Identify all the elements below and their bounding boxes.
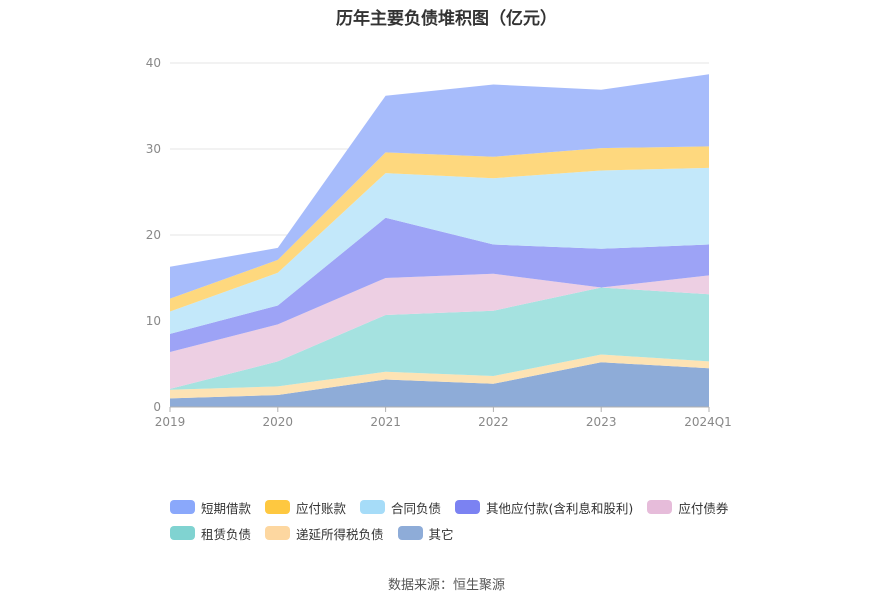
legend-swatch (360, 500, 386, 514)
area-series-2 (170, 287, 709, 390)
legend-label: 短期借款 (201, 500, 252, 516)
legend-item[interactable]: 租赁负债 (170, 524, 251, 543)
data-source: 数据来源：恒生聚源 (387, 578, 505, 593)
area-layer (170, 74, 709, 407)
x-tick-label: 2021 (370, 415, 401, 429)
x-tick-label: 2024Q1 (684, 415, 732, 429)
stacked-area-chart: 0 10 20 30 40 2019 2020 2021 2022 2023 2024Q1 (146, 56, 732, 429)
area-series-7 (170, 74, 709, 299)
legend: 短期借款 应付账款 合同负债 其他应付款(含利息和股利) 应付债券 租赁负债 递延所得税负… (170, 494, 770, 546)
legend-item[interactable]: 应付债券 (647, 498, 728, 517)
area-series-3 (170, 273, 709, 389)
legend-item[interactable]: 合同负债 (360, 498, 441, 517)
legend-swatch (170, 526, 195, 540)
axes: 0 10 20 30 40 2019 2020 2021 2022 2023 2024Q1 (146, 56, 732, 429)
legend-swatch (265, 500, 291, 514)
area-series-6 (170, 146, 709, 312)
x-tick-label: 2020 (263, 415, 294, 429)
legend-label: 应付账款 (296, 500, 347, 516)
area-series-4 (170, 217, 709, 352)
legend-swatch (647, 500, 673, 514)
legend-swatch (455, 500, 481, 514)
legend-item[interactable]: 其它 (397, 524, 454, 543)
legend-item[interactable]: 其他应付款(含利息和股利) (455, 498, 633, 517)
legend-label: 合同负债 (391, 500, 442, 516)
legend-item[interactable]: 递延所得税负债 (265, 524, 384, 543)
legend-swatch (170, 500, 195, 514)
legend-swatch (265, 526, 291, 540)
area-series-1 (170, 354, 709, 399)
area-series-5 (170, 167, 709, 334)
x-tick-label: 2019 (155, 415, 186, 429)
y-tick-label: 10 (146, 314, 161, 328)
legend-row: 租赁负债 递延所得税负债 其它 (170, 520, 770, 546)
chart-title: 历年主要负债堆积图（亿元） (336, 9, 557, 29)
y-tick-label: 20 (146, 228, 161, 242)
legend-swatch (397, 526, 423, 540)
y-tick-label: 40 (146, 56, 161, 70)
legend-item[interactable]: 短期借款 (170, 498, 251, 517)
legend-item[interactable]: 应付账款 (265, 498, 346, 517)
legend-label: 应付债券 (678, 500, 729, 516)
legend-label: 其它 (428, 526, 454, 542)
y-tick-label: 30 (146, 142, 161, 156)
legend-label: 租赁负债 (201, 526, 252, 542)
legend-label: 递延所得税负债 (296, 526, 384, 542)
area-series-0 (170, 362, 709, 407)
y-tick-label: 0 (153, 400, 161, 414)
legend-label: 其他应付款(含利息和股利) (486, 500, 634, 516)
legend-row: 短期借款 应付账款 合同负债 其他应付款(含利息和股利) 应付债券 (170, 494, 770, 520)
x-tick-label: 2022 (478, 415, 509, 429)
x-tick-label: 2023 (586, 415, 617, 429)
